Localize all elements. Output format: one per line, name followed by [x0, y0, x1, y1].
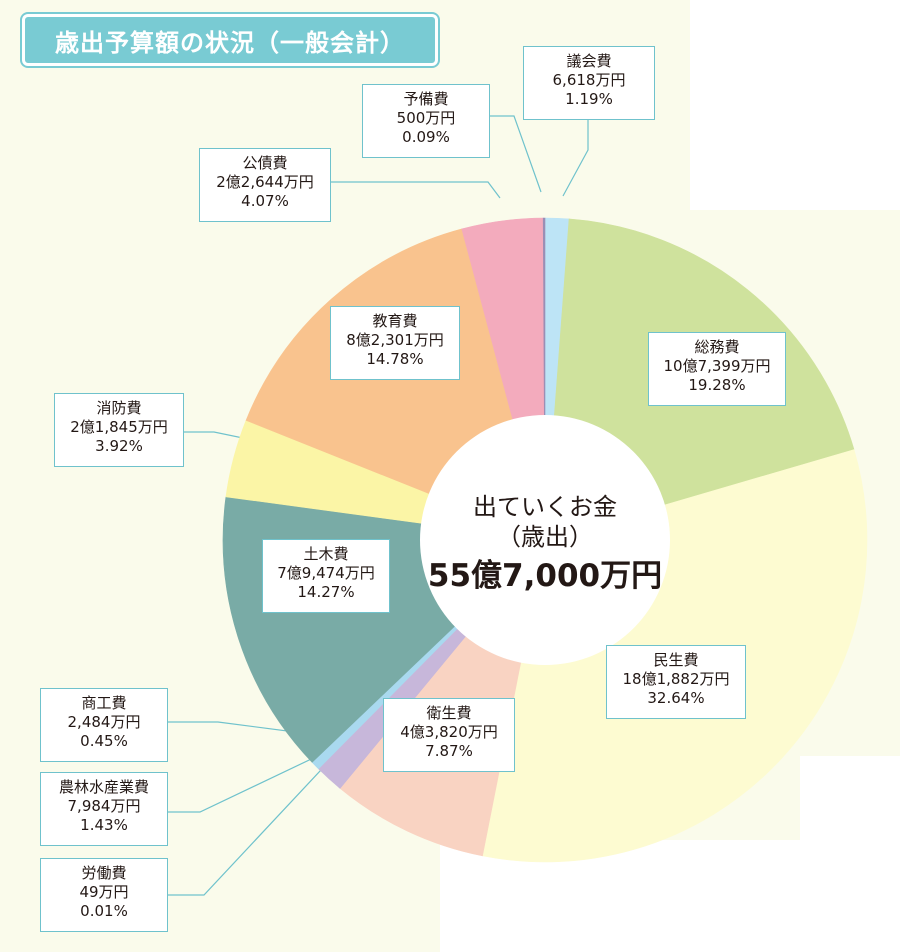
slice-percent: 32.64% [647, 689, 705, 707]
slice-name: 教育費 [372, 312, 418, 330]
slice-percent: 14.27% [297, 583, 355, 601]
center-line1: 出ていくお金 [473, 493, 617, 521]
slice-label: 労働費 49万円 0.01% [40, 858, 168, 932]
slice-name: 公債費 [242, 154, 288, 172]
leader-line [331, 181, 501, 199]
leader-line [168, 754, 336, 896]
slice-label: 商工費 2,484万円 0.45% [40, 688, 168, 762]
donut-hole [420, 415, 670, 665]
slice-amount: 2億2,644万円 [216, 173, 314, 191]
slice-label: 議会費 6,618万円 1.19% [523, 46, 655, 120]
slice-name: 消防費 [96, 399, 142, 417]
slice-label: 予備費 500万円 0.09% [362, 84, 490, 158]
slice-label: 農林水産業費 7,984万円 1.43% [40, 772, 168, 846]
slice-amount: 8億2,301万円 [346, 331, 444, 349]
slice-name: 商工費 [81, 694, 127, 712]
slice-name: 議会費 [566, 52, 612, 70]
slice-percent: 0.01% [80, 902, 128, 920]
slice-amount: 4億3,820万円 [400, 723, 498, 741]
slice-label: 教育費 8億2,301万円 14.78% [330, 306, 460, 380]
slice-label: 消防費 2億1,845万円 3.92% [54, 393, 184, 467]
slice-percent: 0.09% [402, 128, 450, 146]
slice-amount: 6,618万円 [552, 71, 626, 89]
slice-name: 衛生費 [426, 704, 472, 722]
slice-label: 民生費 18億1,882万円 32.64% [606, 645, 746, 719]
slice-name: 民生費 [653, 651, 699, 669]
leader-line [490, 115, 542, 193]
slice-name: 農林水産業費 [58, 778, 149, 796]
pie-slice [542, 217, 546, 541]
slice-amount: 2,484万円 [67, 713, 141, 731]
slice-label: 公債費 2億2,644万円 4.07% [199, 148, 331, 222]
leader-line [168, 721, 319, 736]
slice-name: 予備費 [403, 90, 449, 108]
slice-percent: 3.92% [95, 437, 143, 455]
slice-percent: 7.87% [425, 742, 473, 760]
leader-line [168, 751, 327, 813]
slice-name: 総務費 [694, 338, 740, 356]
slice-amount: 18億1,882万円 [622, 670, 730, 688]
slice-percent: 0.45% [80, 732, 128, 750]
chart-title: 歳出予算額の状況（一般会計） [22, 14, 438, 66]
slice-name: 土木費 [303, 545, 349, 563]
slice-percent: 1.19% [565, 90, 613, 108]
slice-percent: 14.78% [366, 350, 424, 368]
center-total: 55億7,000万円 [427, 558, 663, 594]
slice-amount: 10億7,399万円 [663, 357, 771, 375]
slice-name: 労働費 [81, 864, 127, 882]
slice-amount: 7億9,474万円 [277, 564, 375, 582]
leader-line [562, 120, 589, 197]
slice-label: 衛生費 4億3,820万円 7.87% [383, 698, 515, 772]
slice-percent: 4.07% [241, 192, 289, 210]
slice-amount: 2億1,845万円 [70, 418, 168, 436]
center-line2: （歳出） [497, 523, 593, 551]
slice-amount: 49万円 [79, 883, 129, 901]
slice-percent: 19.28% [688, 376, 746, 394]
slice-label: 土木費 7億9,474万円 14.27% [262, 539, 390, 613]
slice-amount: 7,984万円 [67, 797, 141, 815]
slice-label: 総務費 10億7,399万円 19.28% [648, 332, 786, 406]
center-label: 出ていくお金 （歳出） 55億7,000万円 [420, 420, 670, 670]
slice-percent: 1.43% [80, 816, 128, 834]
slice-amount: 500万円 [396, 109, 456, 127]
